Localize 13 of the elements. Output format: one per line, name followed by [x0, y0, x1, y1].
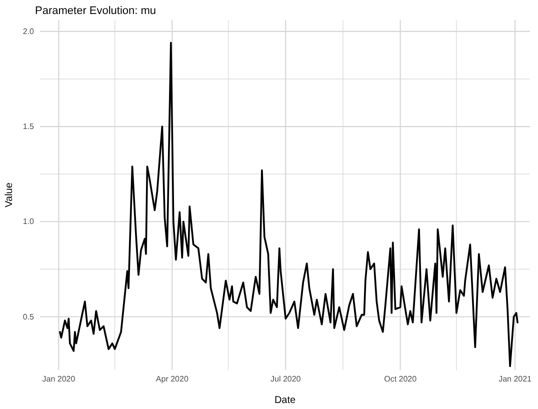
x-tick-label: Oct 2020	[384, 374, 418, 384]
x-tick-label: Jul 2020	[270, 374, 302, 384]
x-tick-label: Jan 2020	[42, 374, 76, 384]
line-series	[59, 42, 518, 368]
y-tick-label: 2.0	[22, 26, 35, 36]
y-tick-label: 1.0	[22, 217, 35, 226]
y-axis-title: Value	[4, 182, 15, 208]
y-tick-label: 0.5	[22, 312, 35, 322]
x-axis-title: Date	[274, 395, 296, 406]
y-tick-label: 1.5	[22, 122, 35, 132]
x-tick-label: Apr 2020	[156, 374, 189, 384]
chart-title: Parameter Evolution: mu	[35, 5, 156, 17]
x-tick-label: Jan 2021	[498, 374, 532, 384]
